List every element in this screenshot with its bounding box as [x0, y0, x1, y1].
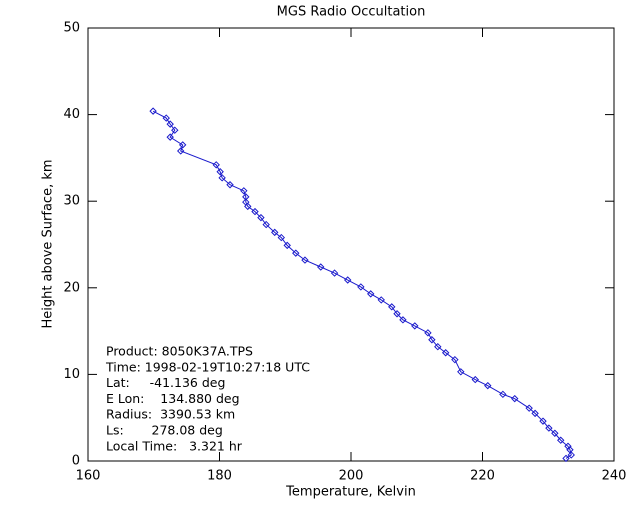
- x-tick-label: 220: [470, 469, 495, 484]
- marker: [567, 451, 575, 459]
- y-tick-label: 10: [63, 367, 80, 382]
- marker: [292, 249, 300, 257]
- marker: [166, 120, 174, 128]
- marker: [357, 283, 365, 291]
- annotation: E Lon: 134.880 deg: [106, 391, 240, 406]
- marker: [511, 394, 519, 403]
- marker: [212, 161, 220, 169]
- annotation: Time: 1998-02-19T10:27:18 UTC: [105, 359, 310, 374]
- marker: [162, 114, 170, 122]
- marker: [388, 303, 396, 311]
- marker: [434, 342, 442, 351]
- marker: [367, 290, 375, 298]
- marker: [451, 355, 459, 364]
- marker: [484, 381, 492, 390]
- marker: [393, 310, 401, 318]
- marker: [499, 390, 507, 399]
- marker: [424, 329, 432, 337]
- annotation: Ls: 278.08 deg: [106, 423, 223, 438]
- y-tick-label: 40: [63, 107, 80, 122]
- marker: [399, 316, 407, 324]
- marker: [411, 322, 419, 330]
- y-tick-label: 30: [63, 194, 80, 209]
- marker: [344, 276, 352, 284]
- marker: [545, 424, 553, 432]
- marker: [551, 429, 559, 437]
- annotation: Local Time: 3.321 hr: [106, 438, 243, 453]
- x-tick-label: 240: [602, 469, 627, 484]
- marker: [171, 126, 179, 134]
- x-axis-label: Temperature, Kelvin: [285, 485, 416, 500]
- y-tick-label: 0: [72, 454, 80, 469]
- marker: [244, 202, 252, 211]
- y-tick-label: 20: [63, 280, 80, 295]
- marker: [178, 141, 187, 149]
- marker: [531, 409, 539, 418]
- marker: [277, 233, 286, 242]
- marker: [330, 269, 339, 277]
- marker: [562, 454, 570, 463]
- marker: [471, 375, 479, 384]
- annotation: Lat: -41.136 deg: [106, 375, 225, 390]
- marker: [149, 107, 157, 115]
- marker: [240, 187, 248, 195]
- marker: [428, 336, 436, 344]
- marker: [251, 207, 259, 216]
- marker: [216, 168, 224, 176]
- x-tick-label: 180: [207, 469, 232, 484]
- marker: [283, 241, 291, 250]
- x-tick-label: 160: [76, 469, 101, 484]
- marker: [166, 133, 174, 141]
- annotation: Product: 8050K37A.TPS: [106, 344, 253, 359]
- marker: [317, 263, 325, 271]
- marker: [457, 368, 465, 376]
- y-axis-label: Height above Surface, km: [41, 159, 56, 328]
- x-tick-label: 200: [339, 469, 364, 484]
- marker: [539, 417, 547, 425]
- marker: [377, 296, 385, 304]
- marker: [525, 404, 533, 412]
- marker: [441, 349, 450, 357]
- marker: [177, 147, 185, 155]
- marker: [218, 174, 226, 182]
- annotation: Radius: 3390.53 km: [106, 407, 235, 422]
- marker: [262, 220, 270, 229]
- marker: [257, 213, 265, 222]
- y-tick-label: 50: [63, 21, 80, 36]
- chart-title: MGS Radio Occultation: [277, 5, 426, 20]
- marker: [301, 256, 309, 264]
- marker: [226, 181, 234, 189]
- marker: [242, 193, 250, 201]
- marker: [557, 436, 565, 444]
- marker: [271, 228, 279, 237]
